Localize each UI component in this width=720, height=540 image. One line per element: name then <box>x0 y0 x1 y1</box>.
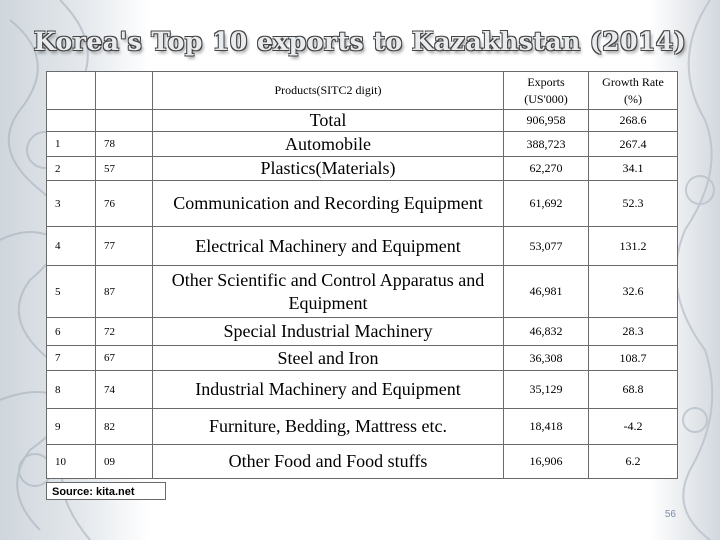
cell-product: Steel and Iron <box>152 345 504 371</box>
cell-growth: 267.4 <box>588 131 678 157</box>
cell-growth: 34.1 <box>588 156 678 181</box>
cell-growth: 268.6 <box>588 109 678 132</box>
cell-product: Plastics(Materials) <box>152 156 504 181</box>
header-rank <box>46 71 96 110</box>
header-code <box>95 71 153 110</box>
header-exports-label: Exports (US'000) <box>524 74 568 106</box>
cell-growth: 68.8 <box>588 370 678 409</box>
cell-rank: 3 <box>46 180 96 227</box>
cell-growth: 6.2 <box>588 444 678 479</box>
cell-code: 09 <box>95 444 153 479</box>
cell-rank: 4 <box>46 226 96 266</box>
cell-rank: 2 <box>46 156 96 181</box>
slide-title: Korea's Top 10 exports to Kazakhstan (20… <box>33 27 687 56</box>
cell-rank: 9 <box>46 408 96 445</box>
cell-rank: 1 <box>46 131 96 157</box>
cell-rank: 7 <box>46 345 96 371</box>
cell-code: 74 <box>95 370 153 409</box>
exports-table: Products(SITC2 digit) Exports (US'000) G… <box>46 71 678 479</box>
table-row: 4 77 Electrical Machinery and Equipment … <box>46 226 678 266</box>
cell-rank: 5 <box>46 265 96 318</box>
table-row: 5 87 Other Scientific and Control Appara… <box>46 265 678 318</box>
cell-product: Total <box>152 109 504 132</box>
table-row: 3 76 Communication and Recording Equipme… <box>46 180 678 227</box>
cell-product: Electrical Machinery and Equipment <box>152 226 504 266</box>
cell-product: Special Industrial Machinery <box>152 317 504 346</box>
cell-exports: 18,418 <box>503 408 589 445</box>
table-row: 8 74 Industrial Machinery and Equipment … <box>46 370 678 409</box>
cell-rank: 10 <box>46 444 96 479</box>
cell-exports: 46,832 <box>503 317 589 346</box>
page-number: 56 <box>664 509 676 520</box>
cell-exports: 35,129 <box>503 370 589 409</box>
table-row-total: Total 906,958 268.6 <box>46 109 678 132</box>
cell-product: Other Food and Food stuffs <box>152 444 504 479</box>
cell-growth: 32.6 <box>588 265 678 318</box>
cell-exports: 53,077 <box>503 226 589 266</box>
table-row: 2 57 Plastics(Materials) 62,270 34.1 <box>46 156 678 181</box>
table-row: 10 09 Other Food and Food stuffs 16,906 … <box>46 444 678 479</box>
table-row: 9 82 Furniture, Bedding, Mattress etc. 1… <box>46 408 678 445</box>
cell-code: 76 <box>95 180 153 227</box>
cell-code: 87 <box>95 265 153 318</box>
cell-exports: 61,692 <box>503 180 589 227</box>
cell-code <box>95 109 153 132</box>
cell-exports: 16,906 <box>503 444 589 479</box>
cell-code: 78 <box>95 131 153 157</box>
cell-product: Other Scientific and Control Apparatus a… <box>152 265 504 318</box>
cell-code: 82 <box>95 408 153 445</box>
table-row: 6 72 Special Industrial Machinery 46,832… <box>46 317 678 346</box>
source-note: Source: kita.net <box>46 482 166 500</box>
cell-growth: 28.3 <box>588 317 678 346</box>
cell-exports: 46,981 <box>503 265 589 318</box>
cell-growth: 52.3 <box>588 180 678 227</box>
cell-exports: 62,270 <box>503 156 589 181</box>
header-growth-label: Growth Rate (%) <box>602 74 664 106</box>
cell-exports: 36,308 <box>503 345 589 371</box>
cell-rank: 6 <box>46 317 96 346</box>
cell-product: Furniture, Bedding, Mattress etc. <box>152 408 504 445</box>
cell-growth: 131.2 <box>588 226 678 266</box>
header-growth: Growth Rate (%) <box>588 71 678 110</box>
cell-product: Automobile <box>152 131 504 157</box>
header-exports: Exports (US'000) <box>503 71 589 110</box>
cell-growth: 108.7 <box>588 345 678 371</box>
cell-rank: 8 <box>46 370 96 409</box>
cell-rank <box>46 109 96 132</box>
cell-product: Communication and Recording Equipment <box>152 180 504 227</box>
table-row: 7 67 Steel and Iron 36,308 108.7 <box>46 345 678 371</box>
header-product: Products(SITC2 digit) <box>152 71 504 110</box>
table-row: 1 78 Automobile 388,723 267.4 <box>46 131 678 157</box>
cell-code: 72 <box>95 317 153 346</box>
cell-exports: 906,958 <box>503 109 589 132</box>
cell-growth: -4.2 <box>588 408 678 445</box>
cell-exports: 388,723 <box>503 131 589 157</box>
cell-product: Industrial Machinery and Equipment <box>152 370 504 409</box>
table-header-row: Products(SITC2 digit) Exports (US'000) G… <box>46 71 678 110</box>
cell-code: 77 <box>95 226 153 266</box>
cell-code: 57 <box>95 156 153 181</box>
cell-code: 67 <box>95 345 153 371</box>
